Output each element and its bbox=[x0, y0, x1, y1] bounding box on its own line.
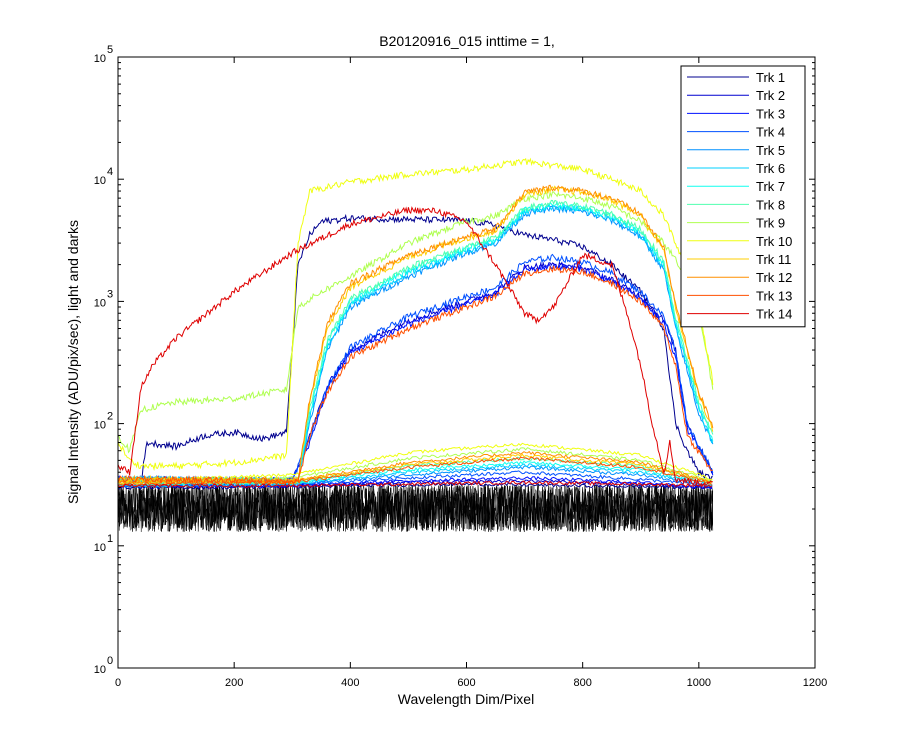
legend-label: Trk 10 bbox=[756, 234, 792, 249]
y-axis-label: Signal Intensity (ADU/pix/sec), light an… bbox=[65, 220, 81, 504]
series-dark-line bbox=[118, 450, 713, 485]
legend-label: Trk 14 bbox=[756, 307, 792, 322]
legend-item[interactable]: Trk 4 bbox=[687, 125, 785, 140]
y-tick-exponent: 2 bbox=[107, 411, 113, 423]
x-tick-label: 600 bbox=[457, 677, 475, 689]
legend-item[interactable]: Trk 14 bbox=[687, 307, 792, 322]
legend-label: Trk 12 bbox=[756, 270, 792, 285]
legend-label: Trk 3 bbox=[756, 106, 785, 121]
legend[interactable]: Trk 1 Trk 2 Trk 3 Trk 4 Trk 5 Trk 6 Trk 7 Trk 8… bbox=[680, 65, 806, 328]
y-tick-label: 10 bbox=[94, 175, 106, 187]
y-tick-exponent: 3 bbox=[107, 288, 113, 300]
x-tick-label: 800 bbox=[573, 677, 591, 689]
x-tick-label: 0 bbox=[115, 677, 121, 689]
legend-item[interactable]: Trk 2 bbox=[687, 88, 785, 103]
series-dark-line bbox=[118, 481, 713, 491]
y-tick-label: 10 bbox=[94, 664, 106, 676]
y-tick-exponent: 1 bbox=[107, 533, 113, 545]
legend-label: Trk 13 bbox=[756, 288, 792, 303]
legend-label: Trk 7 bbox=[756, 179, 785, 194]
legend-label: Trk 4 bbox=[756, 125, 785, 140]
y-tick-label: 10 bbox=[94, 297, 106, 309]
legend-label: Trk 8 bbox=[756, 197, 785, 212]
y-tick-label: 10 bbox=[94, 542, 106, 554]
series-dark-line bbox=[118, 480, 713, 489]
y-tick-exponent: 4 bbox=[107, 166, 113, 178]
legend-label: Trk 6 bbox=[756, 161, 785, 176]
series-line bbox=[118, 157, 714, 472]
series-line bbox=[118, 206, 713, 487]
legend-item[interactable]: Trk 11 bbox=[687, 252, 791, 267]
chart-title: B20120916_015 inttime = 1, bbox=[379, 33, 555, 49]
legend-item[interactable]: Trk 1 bbox=[687, 70, 785, 85]
x-tick-label: 1200 bbox=[803, 677, 827, 689]
dark-frame-trace bbox=[118, 484, 714, 533]
legend-item[interactable]: Trk 5 bbox=[687, 143, 785, 158]
series-dark-line bbox=[118, 456, 713, 486]
legend-box bbox=[680, 65, 806, 328]
series-line bbox=[118, 190, 714, 454]
legend-label: Trk 11 bbox=[756, 252, 791, 267]
x-tick-label: 1000 bbox=[687, 677, 711, 689]
legend-label: Trk 9 bbox=[756, 216, 785, 231]
y-tick-label: 10 bbox=[94, 420, 106, 432]
series-line bbox=[118, 265, 714, 486]
x-tick-label: 200 bbox=[225, 677, 243, 689]
plot-area bbox=[118, 157, 714, 533]
legend-item[interactable]: Trk 8 bbox=[687, 197, 785, 212]
series-layer bbox=[118, 157, 714, 491]
legend-item[interactable]: Trk 10 bbox=[687, 234, 792, 249]
series-line bbox=[140, 213, 713, 483]
legend-label: Trk 5 bbox=[756, 143, 785, 158]
legend-item[interactable]: Trk 3 bbox=[687, 106, 785, 121]
x-tick-label: 400 bbox=[341, 677, 359, 689]
y-tick-exponent: 5 bbox=[107, 44, 113, 56]
y-tick-exponent: 0 bbox=[107, 655, 113, 667]
legend-item[interactable]: Trk 7 bbox=[687, 179, 785, 194]
legend-item[interactable]: Trk 12 bbox=[687, 270, 792, 285]
y-tick-label: 10 bbox=[94, 53, 106, 65]
series-dark-line bbox=[118, 463, 713, 488]
legend-label: Trk 2 bbox=[756, 88, 785, 103]
legend-item[interactable]: Trk 6 bbox=[687, 161, 785, 176]
legend-item[interactable]: Trk 13 bbox=[687, 288, 792, 303]
x-axis-label: Wavelength Dim/Pixel bbox=[398, 691, 534, 707]
legend-item[interactable]: Trk 9 bbox=[687, 216, 785, 231]
x-axis: 0 200 400 600 800 1000 1200 bbox=[115, 57, 827, 689]
legend-label: Trk 1 bbox=[756, 70, 785, 85]
